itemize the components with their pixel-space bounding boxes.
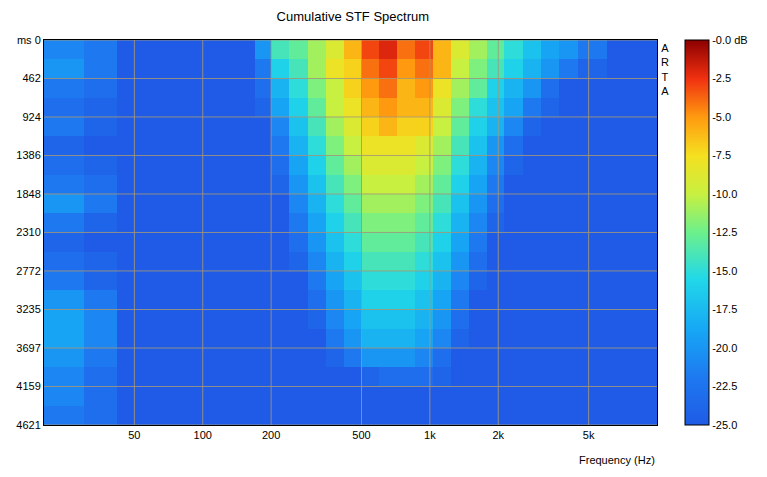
svg-text:5k: 5k: [583, 429, 595, 441]
svg-text:1386: 1386: [16, 149, 40, 161]
svg-text:-25.0: -25.0: [712, 419, 737, 431]
svg-text:-7.5: -7.5: [712, 149, 731, 161]
svg-text:100: 100: [194, 429, 212, 441]
svg-text:3697: 3697: [16, 342, 40, 354]
svg-text:-10.0: -10.0: [712, 188, 737, 200]
svg-text:-5.0: -5.0: [712, 111, 731, 123]
svg-text:-2.5: -2.5: [712, 72, 731, 84]
svg-text:2772: 2772: [16, 265, 40, 277]
svg-text:462: 462: [22, 72, 40, 84]
svg-text:-22.5: -22.5: [712, 380, 737, 392]
svg-text:Frequency (Hz): Frequency (Hz): [579, 454, 655, 466]
svg-text:-0.0 dB: -0.0 dB: [712, 34, 747, 46]
svg-text:3235: 3235: [16, 303, 40, 315]
svg-text:ms 0: ms 0: [17, 34, 41, 46]
svg-text:Cumulative STF Spectrum: Cumulative STF Spectrum: [277, 9, 429, 24]
svg-text:-12.5: -12.5: [712, 226, 737, 238]
svg-text:2310: 2310: [16, 226, 40, 238]
svg-text:-15.0: -15.0: [712, 265, 737, 277]
svg-text:-17.5: -17.5: [712, 303, 737, 315]
svg-text:1k: 1k: [424, 429, 436, 441]
svg-text:-20.0: -20.0: [712, 342, 737, 354]
svg-text:4621: 4621: [16, 419, 40, 431]
svg-text:200: 200: [262, 429, 280, 441]
svg-text:2k: 2k: [492, 429, 504, 441]
svg-text:500: 500: [352, 429, 370, 441]
svg-text:924: 924: [22, 111, 40, 123]
svg-text:1848: 1848: [16, 188, 40, 200]
svg-text:4159: 4159: [16, 380, 40, 392]
svg-text:50: 50: [128, 429, 140, 441]
svg-text:ARTA: ARTA: [661, 42, 669, 97]
